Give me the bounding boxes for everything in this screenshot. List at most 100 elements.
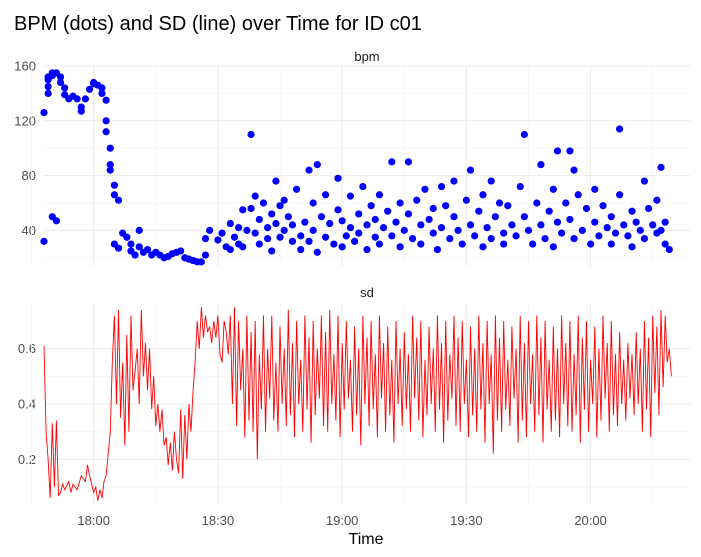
bpm-point bbox=[143, 245, 152, 254]
bpm-point bbox=[553, 218, 562, 226]
bpm-point bbox=[77, 107, 85, 115]
bpm-point bbox=[545, 207, 553, 215]
bpm-point bbox=[309, 226, 317, 234]
y-tick-label: 80 bbox=[22, 168, 36, 183]
bpm-point bbox=[321, 191, 330, 199]
bpm-point bbox=[276, 233, 284, 241]
bpm-point bbox=[317, 213, 326, 221]
bpm-point bbox=[247, 204, 255, 213]
bpm-point bbox=[375, 191, 384, 199]
bpm-point bbox=[297, 245, 305, 254]
strip-label-bpm: bpm bbox=[354, 49, 379, 64]
x-tick-label: 18:00 bbox=[77, 513, 110, 528]
bpm-point bbox=[255, 215, 263, 224]
bpm-point bbox=[313, 248, 321, 256]
bpm-point bbox=[264, 224, 272, 232]
bpm-point bbox=[404, 158, 413, 166]
bpm-point bbox=[114, 196, 123, 204]
sd-line bbox=[43, 307, 672, 501]
bpm-point bbox=[462, 196, 470, 204]
bpm-point bbox=[131, 251, 139, 259]
bpm-point bbox=[616, 125, 624, 133]
bpm-point bbox=[371, 215, 379, 224]
bpm-point bbox=[272, 177, 280, 185]
bpm-point bbox=[226, 245, 234, 254]
bpm-point bbox=[106, 166, 114, 174]
bpm-point bbox=[495, 199, 504, 207]
bpm-point bbox=[346, 224, 355, 232]
bpm-point bbox=[574, 191, 582, 199]
bpm-point bbox=[413, 196, 421, 204]
bpm-point bbox=[355, 229, 363, 237]
bpm-point bbox=[363, 221, 371, 229]
bpm-point bbox=[102, 96, 110, 104]
bpm-point bbox=[106, 144, 114, 152]
bpm-point bbox=[392, 218, 400, 226]
bpm-point bbox=[500, 240, 508, 248]
bpm-point bbox=[102, 128, 110, 136]
bpm-point bbox=[611, 229, 620, 237]
bpm-point bbox=[421, 185, 429, 193]
bpm-point bbox=[591, 185, 599, 193]
bpm-point bbox=[429, 204, 437, 213]
y-tick-label: 0.6 bbox=[18, 341, 36, 356]
bpm-point bbox=[305, 166, 313, 174]
bpm-point bbox=[102, 117, 110, 125]
bpm-point bbox=[628, 243, 636, 251]
bpm-point bbox=[367, 202, 375, 210]
bpm-point bbox=[640, 177, 649, 185]
strip-label-sd: sd bbox=[360, 285, 374, 300]
bpm-point bbox=[123, 233, 131, 241]
bpm-point bbox=[284, 213, 292, 221]
bpm-point bbox=[98, 89, 106, 97]
bpm-point bbox=[396, 243, 404, 251]
bpm-point bbox=[479, 243, 487, 251]
bpm-point bbox=[288, 237, 297, 245]
bpm-point bbox=[653, 196, 661, 204]
bpm-point bbox=[450, 177, 458, 185]
bpm-point bbox=[640, 235, 649, 243]
x-tick-label: 18:30 bbox=[202, 513, 235, 528]
bpm-point bbox=[425, 215, 433, 224]
bpm-point bbox=[400, 226, 408, 234]
bpm-point bbox=[483, 224, 491, 232]
bpm-point bbox=[334, 174, 342, 182]
bpm-point bbox=[644, 204, 653, 213]
bpm-point bbox=[201, 235, 210, 243]
bpm-point bbox=[235, 224, 243, 232]
bpm-point bbox=[661, 218, 669, 226]
bpm-point bbox=[259, 199, 268, 207]
bpm-point bbox=[226, 219, 234, 228]
bpm-point bbox=[616, 191, 624, 199]
x-tick-label: 19:30 bbox=[450, 513, 483, 528]
bpm-point bbox=[197, 258, 205, 266]
bpm-point bbox=[396, 199, 404, 207]
bpm-point bbox=[549, 243, 557, 251]
bpm-point bbox=[591, 218, 599, 226]
bpm-point bbox=[73, 95, 81, 103]
bpm-point bbox=[388, 232, 396, 240]
bpm-point bbox=[570, 166, 578, 174]
bpm-point bbox=[375, 240, 384, 248]
bpm-point bbox=[649, 221, 657, 229]
bpm-point bbox=[661, 240, 669, 248]
bpm-point bbox=[458, 240, 466, 248]
bpm-point bbox=[549, 185, 557, 193]
bpm-point bbox=[450, 213, 458, 221]
bpm-point bbox=[433, 245, 441, 254]
bpm-point bbox=[127, 240, 135, 248]
bpm-point bbox=[529, 240, 537, 248]
x-axis-label: Time bbox=[349, 531, 384, 548]
bpm-point bbox=[537, 161, 545, 169]
bpm-point bbox=[359, 182, 367, 191]
bpm-point bbox=[657, 226, 665, 234]
bpm-point bbox=[301, 218, 309, 226]
bpm-point bbox=[541, 235, 549, 243]
bpm-point bbox=[255, 240, 263, 248]
bpm-point bbox=[479, 191, 487, 199]
bpm-point bbox=[313, 161, 321, 169]
bpm-point bbox=[607, 213, 615, 221]
bpm-point bbox=[516, 182, 524, 191]
bpm-point bbox=[346, 192, 355, 200]
